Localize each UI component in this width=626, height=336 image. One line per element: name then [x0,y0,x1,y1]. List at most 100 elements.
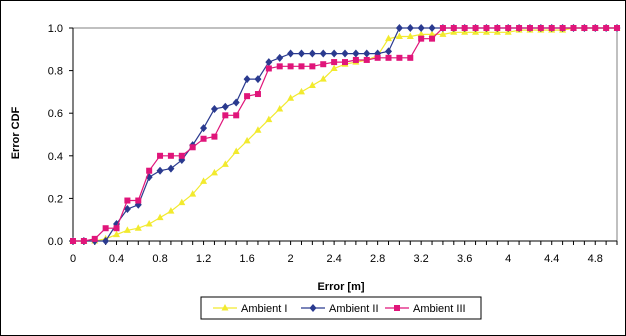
data-point [417,24,425,32]
x-tick-label: 0 [70,253,76,265]
data-point [439,25,446,31]
legend: Ambient I Ambient II Ambient III [200,296,482,320]
data-point [472,25,479,31]
data-point [592,25,599,31]
x-axis-title: Error [m] [317,281,364,293]
data-point [243,136,251,144]
x-tick-label: 3.6 [457,253,472,265]
data-point [406,24,414,32]
x-tick-label: 3.2 [414,253,429,265]
data-point [189,190,197,197]
data-point [418,35,425,42]
y-tick-label: 0.6 [48,108,63,120]
x-tick-label: 2 [288,253,294,265]
legend-label: Ambient III [413,303,466,315]
data-point [385,54,392,61]
data-point [113,225,120,232]
y-axis-title: Error CDF [10,106,22,159]
data-point [330,64,338,71]
y-tick-label: 0.8 [48,66,63,78]
data-point [494,25,501,31]
data-point [429,35,436,42]
data-point [603,25,610,31]
data-point [309,63,316,70]
data-point [276,53,284,62]
data-point [134,224,142,231]
legend-marker [309,304,317,312]
x-tick-label: 1.6 [239,253,254,265]
series-3 [70,25,620,244]
data-point [276,104,284,112]
y-tick-label: 0.0 [48,236,63,248]
data-point [244,93,251,100]
data-point [156,166,164,175]
x-tick-label: 0.8 [152,253,167,265]
legend-marker [394,305,400,311]
x-tick-label: 2.8 [370,253,385,265]
x-tick-label: 2.4 [326,253,341,265]
data-point [287,94,295,101]
data-point [113,230,121,238]
data-point [123,205,131,214]
data-point [363,56,370,63]
data-point [570,25,577,31]
data-point [157,152,164,159]
data-point [417,30,425,37]
data-point [200,135,207,142]
data-point [102,225,109,232]
data-point [406,32,414,40]
data-point [342,59,348,66]
data-point [374,54,381,61]
data-point [102,237,110,245]
data-point [559,25,566,31]
data-point [439,30,447,37]
axes: 0.0 0.2 0.4 0.6 0.8 1.0 0 0.4 0.8 1.2 1.6 2 2.4 2.8 3.… [48,23,618,265]
data-point [352,56,359,63]
data-point [221,160,229,167]
data-point [483,25,490,31]
data-point [352,49,360,58]
data-point [254,126,262,133]
data-point [265,58,273,67]
data-point [123,226,131,233]
legend-marker [221,304,229,311]
data-point [461,25,468,31]
data-point [189,144,196,151]
x-tick-label: 4.4 [544,253,559,265]
data-point [297,49,305,58]
x-tick-label: 0.4 [109,253,124,265]
x-tick-label: 1.2 [196,253,211,265]
data-point [211,133,218,140]
data-point [178,152,185,159]
data-point [124,197,131,204]
data-point [232,147,240,155]
data-point [505,25,512,31]
data-point [210,104,218,113]
data-point [91,235,98,242]
data-point [428,30,436,37]
data-point [156,213,164,221]
data-point [80,238,87,244]
data-point [200,124,208,133]
data-point [320,61,327,68]
x-tick-label: 4 [505,253,511,265]
data-point [526,25,533,31]
data-point [450,25,457,31]
data-point [319,75,327,82]
data-point [145,219,153,227]
y-tick-label: 1.0 [48,23,63,35]
data-point [254,91,261,98]
data-point [308,49,316,58]
data-point [146,167,153,174]
data-point [428,24,436,32]
data-point [287,63,294,70]
data-point [516,25,523,31]
data-point [167,152,174,159]
data-point [548,25,555,31]
data-point [232,98,240,107]
data-point [135,197,142,204]
data-point [167,164,175,173]
data-point [308,81,316,89]
